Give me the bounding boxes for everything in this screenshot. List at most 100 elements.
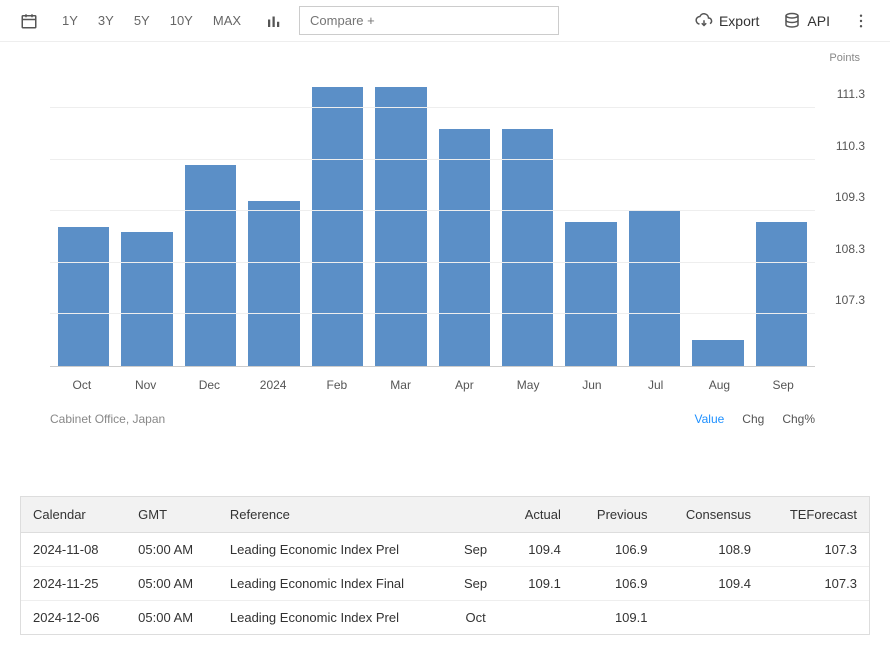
table-cell: 2024-12-06 xyxy=(21,601,126,635)
y-tick-label: 108.3 xyxy=(835,242,865,256)
export-button[interactable]: Export xyxy=(685,8,769,34)
bar-jun[interactable] xyxy=(565,222,616,366)
col-header: Previous xyxy=(573,497,660,533)
database-icon xyxy=(783,12,801,30)
col-header: Calendar xyxy=(21,497,126,533)
x-label: May xyxy=(496,378,560,392)
metric-tab-chg[interactable]: Chg xyxy=(742,412,764,426)
range-1y[interactable]: 1Y xyxy=(54,9,86,32)
table-cell: 107.3 xyxy=(763,567,869,601)
x-label: Feb xyxy=(305,378,369,392)
x-label: Aug xyxy=(688,378,752,392)
table-cell xyxy=(763,601,869,635)
chart-type-icon[interactable] xyxy=(265,12,283,30)
col-header: GMT xyxy=(126,497,218,533)
bar-aug[interactable] xyxy=(692,340,743,366)
chart-bars xyxy=(50,72,815,366)
y-axis-title: Points xyxy=(829,52,860,64)
grid-line xyxy=(50,313,815,314)
table-cell: Sep xyxy=(448,567,503,601)
range-10y[interactable]: 10Y xyxy=(162,9,201,32)
calendar-icon[interactable] xyxy=(20,12,38,30)
bar-may[interactable] xyxy=(502,129,553,366)
chart-source: Cabinet Office, Japan xyxy=(50,412,165,426)
table-body: 2024-11-0805:00 AMLeading Economic Index… xyxy=(21,533,869,635)
table-cell: Oct xyxy=(448,601,503,635)
y-tick-label: 111.3 xyxy=(837,87,865,101)
bar-apr[interactable] xyxy=(439,129,490,366)
x-label: Apr xyxy=(433,378,497,392)
bar-2024[interactable] xyxy=(248,201,299,366)
cloud-download-icon xyxy=(695,12,713,30)
x-label: Mar xyxy=(369,378,433,392)
grid-line xyxy=(50,262,815,263)
table-cell: 109.1 xyxy=(573,601,660,635)
y-tick-label: 110.3 xyxy=(836,139,865,153)
table-cell: 2024-11-08 xyxy=(21,533,126,567)
toolbar: 1Y3Y5Y10YMAX Export API xyxy=(0,0,890,42)
bar-jul[interactable] xyxy=(629,211,680,366)
table-header-row: CalendarGMTReference ActualPreviousConsen… xyxy=(21,497,869,533)
grid-line xyxy=(50,159,815,160)
table-cell xyxy=(660,601,763,635)
metric-tab-value[interactable]: Value xyxy=(694,412,724,426)
table-cell: 05:00 AM xyxy=(126,567,218,601)
table-cell: 109.4 xyxy=(660,567,763,601)
col-header: Actual xyxy=(503,497,573,533)
calendar-table-container: CalendarGMTReference ActualPreviousConsen… xyxy=(20,496,870,635)
x-label: Sep xyxy=(751,378,815,392)
bar-mar[interactable] xyxy=(375,87,426,366)
grid-line xyxy=(50,107,815,108)
table-cell: 106.9 xyxy=(573,567,660,601)
x-label: Dec xyxy=(178,378,242,392)
x-label: Nov xyxy=(114,378,178,392)
range-5y[interactable]: 5Y xyxy=(126,9,158,32)
table-cell: 107.3 xyxy=(763,533,869,567)
col-header xyxy=(448,497,503,533)
table-cell: Leading Economic Index Final xyxy=(218,567,448,601)
chart-area: 107.3108.3109.3110.3111.3 OctNovDec2024F… xyxy=(50,72,815,392)
table-cell xyxy=(503,601,573,635)
table-cell: 109.4 xyxy=(503,533,573,567)
table-row: 2024-11-0805:00 AMLeading Economic Index… xyxy=(21,533,869,567)
range-3y[interactable]: 3Y xyxy=(90,9,122,32)
bar-oct[interactable] xyxy=(58,227,109,366)
x-label: 2024 xyxy=(241,378,305,392)
table-cell: 106.9 xyxy=(573,533,660,567)
table-cell: 108.9 xyxy=(660,533,763,567)
compare-input[interactable] xyxy=(299,6,559,35)
table-cell: Sep xyxy=(448,533,503,567)
more-icon[interactable] xyxy=(852,12,870,30)
range-max[interactable]: MAX xyxy=(205,9,249,32)
x-axis-labels: OctNovDec2024FebMarAprMayJunJulAugSep xyxy=(50,378,815,392)
table-row: 2024-11-2505:00 AMLeading Economic Index… xyxy=(21,567,869,601)
table-cell: 05:00 AM xyxy=(126,601,218,635)
table-cell: Leading Economic Index Prel xyxy=(218,533,448,567)
table-cell: 05:00 AM xyxy=(126,533,218,567)
y-tick-label: 109.3 xyxy=(835,190,865,204)
metric-tabs: Value Chg Chg% xyxy=(694,412,815,426)
col-header: Reference xyxy=(218,497,448,533)
chart-footer: Cabinet Office, Japan Value Chg Chg% xyxy=(50,412,815,426)
chart-container: Points 107.3108.3109.3110.3111.3 OctNovD… xyxy=(0,42,890,446)
calendar-table: CalendarGMTReference ActualPreviousConsen… xyxy=(21,497,869,634)
metric-tab-chgpct[interactable]: Chg% xyxy=(782,412,815,426)
x-label: Jul xyxy=(624,378,688,392)
export-label: Export xyxy=(719,13,759,29)
table-cell: 109.1 xyxy=(503,567,573,601)
chart-plot: 107.3108.3109.3110.3111.3 xyxy=(50,72,815,367)
table-cell: Leading Economic Index Prel xyxy=(218,601,448,635)
col-header: TEForecast xyxy=(763,497,869,533)
x-label: Jun xyxy=(560,378,624,392)
table-row: 2024-12-0605:00 AMLeading Economic Index… xyxy=(21,601,869,635)
y-tick-label: 107.3 xyxy=(835,293,865,307)
bar-dec[interactable] xyxy=(185,165,236,366)
table-cell: 2024-11-25 xyxy=(21,567,126,601)
col-header: Consensus xyxy=(660,497,763,533)
x-label: Oct xyxy=(50,378,114,392)
api-button[interactable]: API xyxy=(773,8,840,34)
api-label: API xyxy=(807,13,830,29)
bar-feb[interactable] xyxy=(312,87,363,366)
bar-nov[interactable] xyxy=(121,232,172,366)
bar-sep[interactable] xyxy=(756,222,807,366)
